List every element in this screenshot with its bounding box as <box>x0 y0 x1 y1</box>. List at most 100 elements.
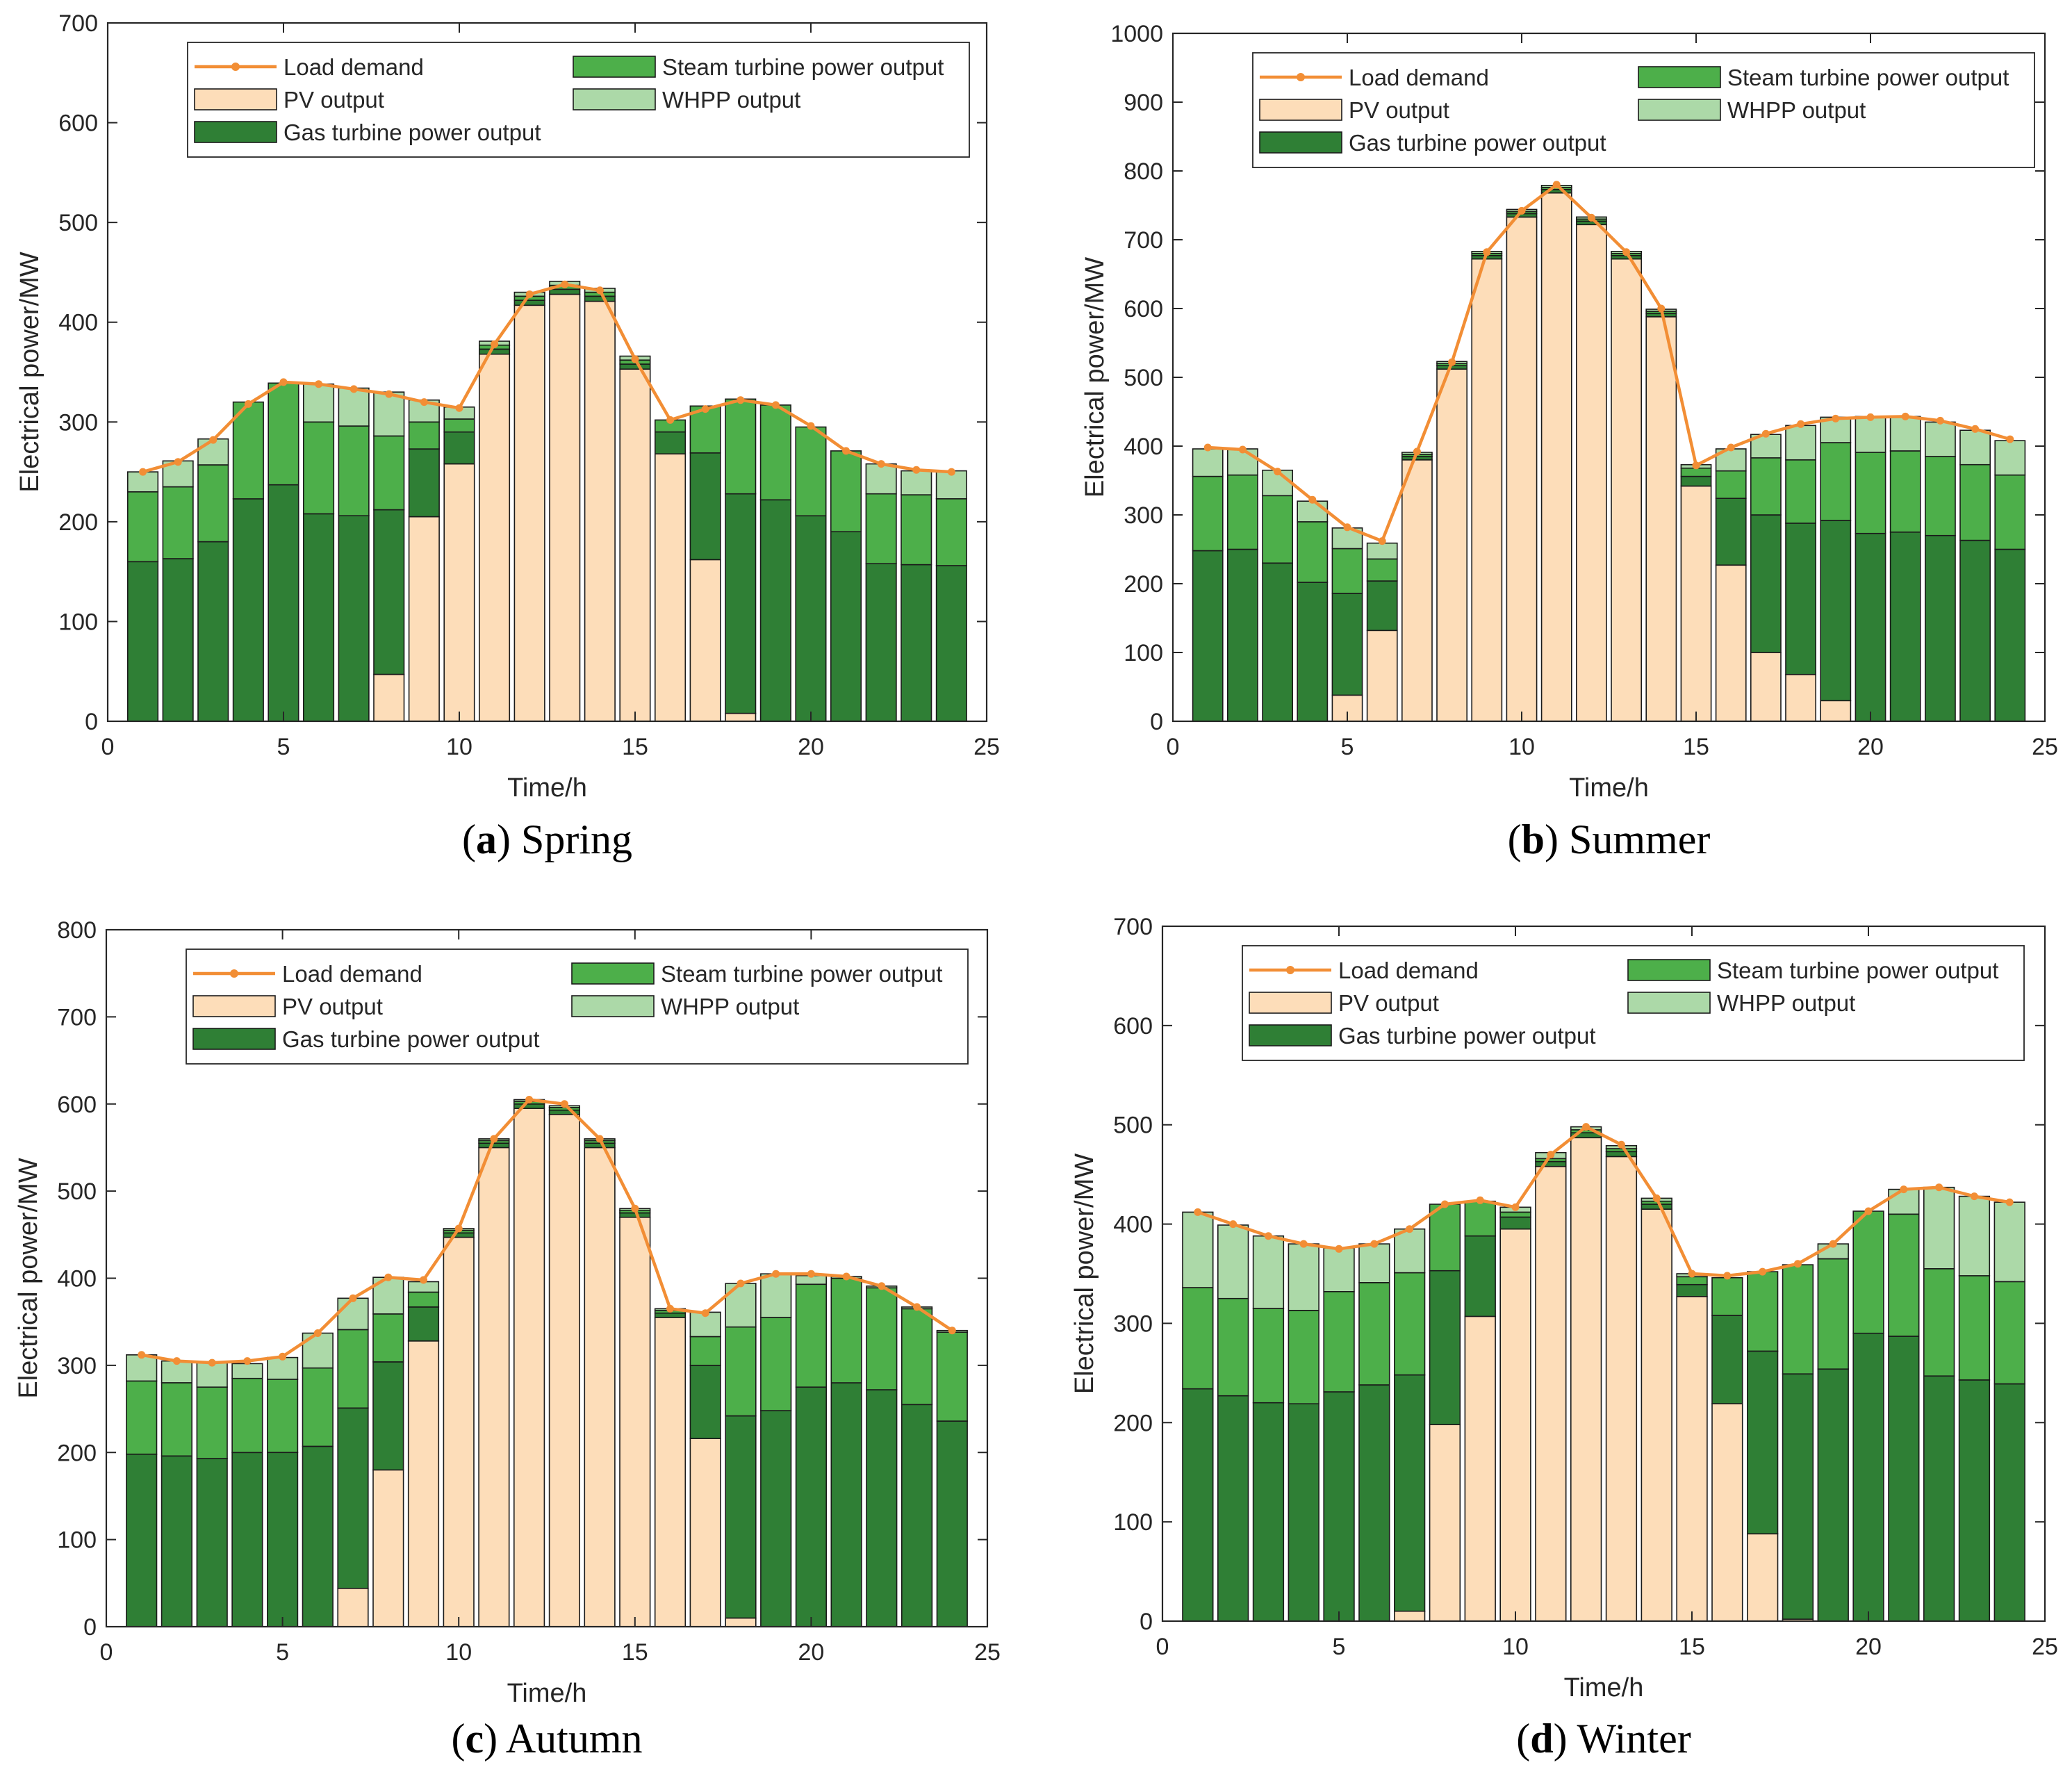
bar-segment-gas-turbine-power-output <box>1288 1403 1319 1622</box>
bar-segment-pv-output <box>372 1469 404 1627</box>
load-demand-line <box>1208 183 2011 543</box>
bar-segment-steam-turbine-power-output <box>935 498 967 566</box>
caption-letter: a <box>476 816 497 862</box>
bar-segment-pv-output <box>725 1617 757 1627</box>
bar-segment-steam-turbine-power-output <box>689 1336 721 1366</box>
load-demand-point <box>2005 1198 2014 1206</box>
bar-segment-pv-output <box>1394 1610 1426 1622</box>
load-demand-point <box>1971 425 1980 433</box>
caption-text: Autumn <box>506 1716 643 1762</box>
panel-caption: (c) Autumn <box>452 1716 643 1762</box>
bar-segment-whpp-output <box>1993 1201 2025 1283</box>
bar-segment-gas-turbine-power-output <box>1817 1368 1849 1622</box>
bar-segment-steam-turbine-power-output <box>866 1287 898 1390</box>
bar-segment-pv-output <box>1680 485 1712 722</box>
load-demand-point <box>2006 435 2014 443</box>
load-demand-point <box>807 1270 815 1278</box>
bar-segment-gas-turbine-power-output <box>337 1407 369 1589</box>
bar-segment-gas-turbine-power-output <box>1262 562 1294 722</box>
bar-segment-steam-turbine-power-output <box>1923 1268 1955 1377</box>
load-demand-point <box>384 1273 393 1281</box>
load-demand-point <box>138 1351 146 1359</box>
caption-letter: c <box>466 1716 484 1762</box>
load-demand-point <box>279 378 288 386</box>
bar-segment-pv-output <box>584 300 616 722</box>
load-demand-point <box>1901 412 1909 420</box>
bar-segment-gas-turbine-power-output <box>1323 1391 1355 1622</box>
bar-segment-steam-turbine-power-output <box>1192 475 1224 552</box>
bar-segment-gas-turbine-power-output <box>1676 1283 1708 1297</box>
bar-segment-gas-turbine-power-output <box>689 1365 721 1440</box>
legend-swatch <box>1638 66 1721 88</box>
bar-segment-pv-output <box>478 1147 510 1627</box>
x-axis-label: Time/h <box>1569 773 1649 803</box>
load-demand-point <box>1622 248 1631 256</box>
bar-segment-gas-turbine-power-output <box>1394 1374 1426 1612</box>
load-demand-point <box>842 1272 850 1281</box>
bar-segment-gas-turbine-power-output <box>760 1410 792 1627</box>
load-demand-point <box>631 1204 639 1213</box>
x-tick-label: 0 <box>100 1639 113 1666</box>
bar-segment-whpp-output <box>935 470 967 500</box>
load-demand-point <box>948 1327 956 1335</box>
bar-segment-whpp-output <box>266 1356 299 1380</box>
bar-segment-whpp-output <box>1192 448 1224 477</box>
load-demand-point <box>1759 1267 1767 1276</box>
bar-segment-steam-turbine-power-output <box>1993 1281 2025 1385</box>
bar-segment-whpp-output <box>1366 542 1398 560</box>
bar-segment-steam-turbine-power-output <box>1676 1276 1708 1286</box>
bar-segment-gas-turbine-power-output <box>935 565 967 722</box>
load-demand-point <box>490 1135 498 1143</box>
y-tick-label: 200 <box>58 509 98 536</box>
bar-segment-gas-turbine-power-output <box>759 499 791 722</box>
caption-paren: ( <box>462 816 476 862</box>
bar-segment-gas-turbine-power-output <box>584 1142 616 1149</box>
bar-segment-pv-output <box>549 293 581 722</box>
x-tick-label: 5 <box>277 734 290 760</box>
y-tick-label: 400 <box>58 310 98 336</box>
bar-segment-steam-turbine-power-output <box>901 494 932 566</box>
legend: Load demand PV output Gas turbine power ou… <box>187 42 970 158</box>
load-demand-point <box>1413 448 1421 456</box>
bar-segment-gas-turbine-power-output <box>407 1306 440 1342</box>
bar-segment-steam-turbine-power-output <box>901 1308 933 1406</box>
bar-segment-pv-output <box>689 1438 721 1627</box>
bar-segment-gas-turbine-power-output <box>1499 1216 1531 1230</box>
bar-segment-pv-output <box>584 1147 616 1627</box>
y-axis-label: Electrical power/MW <box>15 252 44 492</box>
bar-segment-whpp-output <box>196 1362 228 1388</box>
y-tick-label: 0 <box>1140 1609 1153 1635</box>
bar-segment-gas-turbine-power-output <box>372 1361 404 1471</box>
bar-segment-gas-turbine-power-output <box>725 1415 757 1619</box>
bar-segment-pv-output <box>1499 1228 1531 1622</box>
load-demand-point <box>1378 537 1386 545</box>
bar-segment-steam-turbine-power-output <box>830 1277 862 1383</box>
legend-swatch <box>571 995 655 1017</box>
bar-segment-pv-output <box>619 368 651 722</box>
bar-segment-steam-turbine-power-output <box>443 418 475 433</box>
bar-segment-gas-turbine-power-output <box>1680 475 1712 487</box>
x-tick-label: 0 <box>1156 1634 1169 1660</box>
y-axis-label: Electrical power/MW <box>14 1158 43 1398</box>
load-demand-point <box>877 460 885 468</box>
legend-swatch <box>194 88 277 110</box>
legend-label: Gas turbine power output <box>283 120 541 145</box>
legend-label: WHPP output <box>662 87 800 113</box>
caption-paren: ) <box>1545 816 1569 862</box>
bar-segment-gas-turbine-power-output <box>266 1452 299 1627</box>
bar-segment-steam-turbine-power-output <box>1227 474 1258 550</box>
bar-segment-steam-turbine-power-output <box>725 1326 757 1417</box>
bar-segment-steam-turbine-power-output <box>1358 1282 1390 1386</box>
x-tick-label: 20 <box>798 1639 824 1666</box>
bar-segment-pv-output <box>478 353 511 722</box>
bar-segment-steam-turbine-power-output <box>161 1382 193 1457</box>
load-demand-point <box>1761 429 1770 438</box>
bar-segment-steam-turbine-power-output <box>338 425 370 516</box>
caption-letter: d <box>1530 1716 1553 1762</box>
bar-segment-whpp-output <box>1217 1224 1249 1299</box>
bar-segment-gas-turbine-power-output <box>1227 548 1258 722</box>
load-demand-point <box>1935 1183 1943 1192</box>
stacked-bars <box>126 1099 968 1627</box>
bar-segment-gas-turbine-power-output <box>443 431 475 465</box>
bar-segment-gas-turbine-power-output <box>1750 514 1782 653</box>
